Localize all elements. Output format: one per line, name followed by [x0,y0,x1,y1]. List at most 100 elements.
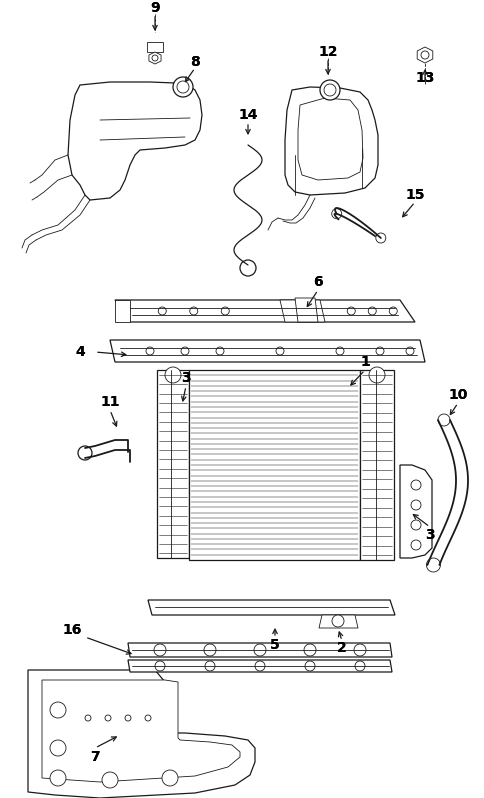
Circle shape [335,347,343,355]
Circle shape [154,644,166,656]
Text: 2: 2 [336,641,346,655]
Circle shape [410,540,420,550]
Circle shape [189,307,197,315]
Polygon shape [297,98,362,180]
Circle shape [204,644,215,656]
Text: 6: 6 [313,275,322,289]
Circle shape [173,77,193,97]
Text: 13: 13 [414,71,434,85]
Circle shape [323,84,335,96]
Text: 9: 9 [150,1,160,15]
Circle shape [151,55,158,61]
Polygon shape [28,670,255,798]
Text: 1: 1 [360,355,369,369]
Text: 3: 3 [424,528,434,542]
Circle shape [155,661,165,671]
Polygon shape [110,340,424,362]
Text: 13: 13 [414,71,434,85]
Polygon shape [285,87,377,195]
Text: 10: 10 [447,388,467,402]
Polygon shape [318,615,357,628]
Polygon shape [279,300,324,322]
Text: 8: 8 [190,55,199,69]
Text: 15: 15 [405,188,424,202]
Polygon shape [399,465,431,558]
Circle shape [331,209,341,219]
Polygon shape [359,370,393,560]
Text: 14: 14 [238,108,257,122]
Circle shape [181,347,189,355]
Circle shape [354,661,364,671]
Circle shape [368,367,384,383]
Circle shape [275,347,284,355]
Circle shape [304,661,314,671]
Text: 12: 12 [318,45,337,59]
Polygon shape [115,300,414,322]
Circle shape [375,233,385,243]
Polygon shape [42,680,240,782]
Text: 6: 6 [313,275,322,289]
Circle shape [353,644,365,656]
Text: 15: 15 [405,188,424,202]
Polygon shape [147,42,163,52]
Text: 3: 3 [181,371,190,385]
Circle shape [255,661,264,671]
Circle shape [145,715,151,721]
Text: 12: 12 [318,45,337,59]
Text: 3: 3 [424,528,434,542]
Circle shape [50,770,66,786]
Circle shape [347,307,354,315]
Polygon shape [128,660,391,672]
Circle shape [158,307,166,315]
Polygon shape [115,300,130,322]
Text: 11: 11 [100,395,120,409]
Circle shape [102,772,118,788]
Text: 10: 10 [447,388,467,402]
Circle shape [303,644,316,656]
Polygon shape [148,600,394,615]
Circle shape [437,414,449,426]
Circle shape [50,740,66,756]
Circle shape [254,644,265,656]
Polygon shape [157,370,189,558]
Polygon shape [68,82,201,200]
Polygon shape [416,47,432,63]
Text: 16: 16 [62,623,81,637]
Circle shape [240,260,256,276]
Circle shape [410,520,420,530]
Circle shape [221,307,229,315]
Text: 7: 7 [90,750,100,764]
Circle shape [425,558,439,572]
Circle shape [375,347,383,355]
Circle shape [105,715,111,721]
Circle shape [420,51,428,59]
Polygon shape [128,643,391,657]
Circle shape [332,615,343,627]
Text: 11: 11 [100,395,120,409]
Polygon shape [189,370,359,560]
Text: 4: 4 [75,345,85,359]
Circle shape [405,347,413,355]
Text: 7: 7 [90,750,100,764]
Circle shape [410,480,420,490]
Text: 5: 5 [270,638,279,652]
Text: 9: 9 [150,1,160,15]
Circle shape [177,81,189,93]
Polygon shape [294,298,318,322]
Polygon shape [149,52,161,64]
Circle shape [205,661,214,671]
Text: 14: 14 [238,108,257,122]
Circle shape [85,715,91,721]
Circle shape [125,715,131,721]
Text: 4: 4 [75,345,85,359]
Circle shape [165,367,181,383]
Text: 2: 2 [336,641,346,655]
Circle shape [367,307,376,315]
Circle shape [50,702,66,718]
Text: 5: 5 [270,638,279,652]
Text: 8: 8 [190,55,199,69]
Circle shape [146,347,154,355]
Text: 16: 16 [62,623,81,637]
Circle shape [410,500,420,510]
Text: 1: 1 [360,355,369,369]
